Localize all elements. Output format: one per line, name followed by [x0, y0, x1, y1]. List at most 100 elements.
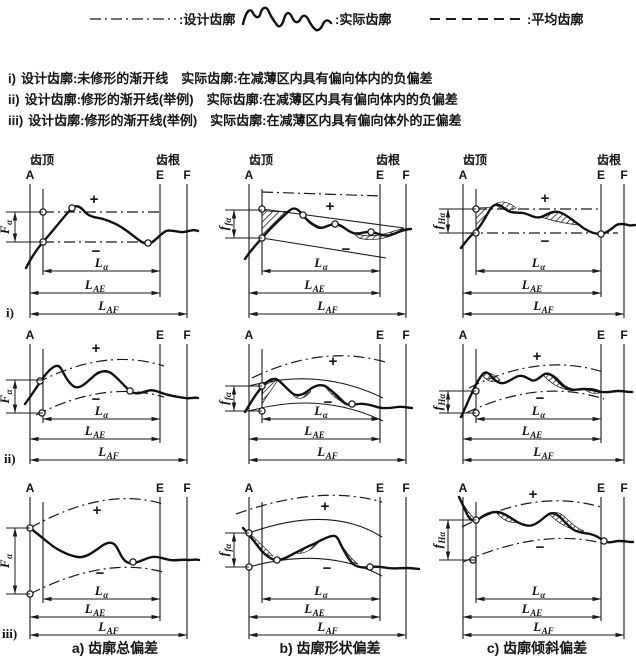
- actual-profile-curve: [243, 207, 413, 261]
- plus-sign: +: [326, 198, 335, 215]
- length-symbol-l-af: LAF: [316, 444, 337, 461]
- point-label-f: F: [620, 328, 627, 342]
- notes: i) 设计齿廓:未修形的渐开线 实际齿廓:在减薄区内具有偏向体内的负偏差 ii) 设计…: [8, 71, 462, 128]
- panels-grid: AEF齿顶齿根+−FαLαLAELAFAEF齿顶齿根+−ffαLαLAELAFA…: [0, 152, 636, 639]
- length-symbol-l-alpha: Lα: [531, 403, 546, 420]
- length-symbol-l-af: LAF: [532, 444, 553, 461]
- point-label-f: F: [402, 328, 409, 342]
- point-label-e: E: [597, 481, 605, 495]
- length-symbol-l-af: LAF: [532, 298, 553, 315]
- design-profile-curve: [468, 364, 604, 389]
- header-tooth-root: 齿根: [597, 152, 621, 167]
- point-label-e: E: [597, 328, 605, 342]
- length-symbol-l-ae: LAE: [521, 601, 542, 618]
- measure-point: [597, 230, 605, 238]
- length-symbol-l-af: LAF: [316, 619, 337, 636]
- length-symbol-l-af: LAF: [97, 619, 118, 636]
- deviation-area-hatch: [542, 373, 580, 391]
- point-label-a: A: [26, 481, 35, 495]
- deviation-area-hatch: [352, 227, 405, 240]
- panel-row-ii-col-c: A E F + − fHα Lα LAE LAF: [430, 328, 634, 464]
- length-symbol-l-af: LAF: [316, 298, 337, 315]
- point-label-a: A: [245, 481, 254, 495]
- minus-sign: −: [323, 560, 332, 577]
- caption-total-deviation: a) 齿廓总偏差: [72, 640, 158, 656]
- captions: a) 齿廓总偏差 b) 齿廓形状偏差 c) 齿廓倾斜偏差: [72, 640, 587, 656]
- minus-sign: −: [536, 539, 545, 556]
- panel-row-i-col-c: A E F 齿顶 齿根 + − fHα Lα LAE LAF: [430, 152, 636, 318]
- length-symbol-l-alpha: Lα: [94, 583, 109, 600]
- point-label-e: E: [376, 328, 384, 342]
- actual-profile-curve: [24, 205, 200, 270]
- legend-label-design: :设计齿廓: [179, 12, 235, 27]
- plus-sign: +: [92, 340, 101, 357]
- point-label-e: E: [597, 168, 605, 182]
- point-label-a: A: [26, 168, 35, 182]
- note-iii: iii) 设计齿廓:修形的渐开线(举例) 实际齿廓:在减薄区内具有偏向体外的正偏差: [8, 113, 462, 128]
- point-label-f: F: [620, 168, 627, 182]
- design-profile-curve: [36, 358, 165, 384]
- header-tooth-tip: 齿顶: [249, 152, 273, 167]
- actual-profile-curve: [459, 371, 634, 419]
- legend-separator: :: [179, 12, 183, 27]
- design-profile-curve: [462, 537, 603, 563]
- legend-label-actual: :实际齿廓: [335, 12, 391, 27]
- length-symbol-l-alpha: Lα: [94, 255, 109, 272]
- note-i: i) 设计齿廓:未修形的渐开线 实际齿廓:在减薄区内具有偏向体内的负偏差: [8, 71, 433, 86]
- plus-sign: +: [321, 498, 330, 515]
- row-index-iii: iii): [2, 626, 17, 641]
- point-label-f: F: [402, 168, 409, 182]
- legend-label-mean: :平均齿廓: [527, 12, 583, 27]
- deviation-symbol-form: ffα: [216, 217, 233, 231]
- length-symbol-l-alpha: Lα: [313, 583, 328, 600]
- minus-sign: −: [92, 243, 101, 260]
- row-index-i: i): [6, 305, 14, 320]
- measure-point: [366, 563, 374, 571]
- minus-sign: −: [96, 565, 105, 582]
- design-profile-curve: [261, 191, 383, 197]
- length-symbol-l-ae: LAE: [303, 277, 324, 294]
- point-label-a: A: [26, 328, 35, 342]
- plus-sign: +: [529, 486, 538, 503]
- actual-profile-curve: [457, 495, 635, 544]
- note-ii: ii) 设计齿廓:修形的渐开线(举例) 实际齿廓:在减薄区内具有偏向体内的负偏差: [8, 92, 458, 107]
- plus-sign: +: [541, 190, 550, 207]
- row-index-ii: ii): [4, 451, 16, 466]
- measure-point: [348, 400, 356, 408]
- header-tooth-root: 齿根: [156, 152, 180, 167]
- actual-profile-curve: [23, 364, 200, 406]
- measure-point: [68, 204, 76, 212]
- length-symbol-l-ae: LAE: [84, 601, 105, 618]
- length-symbol-l-af: LAF: [532, 619, 553, 636]
- deviation-symbol-slope: fHα: [430, 393, 447, 411]
- point-label-e: E: [156, 481, 164, 495]
- panel-row-i-col-a: A E F 齿顶 齿根 + − Fα Lα LAE LAF: [0, 152, 200, 318]
- point-label-f: F: [402, 481, 409, 495]
- deviation-symbol-form: ffα: [216, 391, 233, 405]
- header-tooth-root: 齿根: [376, 152, 400, 167]
- length-symbol-l-ae: LAE: [303, 423, 324, 440]
- header-tooth-tip: 齿顶: [30, 152, 54, 167]
- header-tooth-tip: 齿顶: [463, 152, 487, 167]
- measure-point: [367, 228, 375, 236]
- point-label-f: F: [620, 481, 627, 495]
- point-label-e: E: [376, 481, 384, 495]
- point-label-e: E: [376, 168, 384, 182]
- panel-row-ii-col-b: A E F + − ffα Lα LAE LAF: [216, 328, 414, 464]
- minus-sign: −: [541, 233, 550, 250]
- minus-sign: −: [536, 390, 545, 407]
- deviation-symbol-slope: fHα: [430, 212, 447, 230]
- design-profile-curve: [465, 390, 605, 414]
- length-symbol-l-ae: LAE: [303, 601, 324, 618]
- point-label-a: A: [245, 328, 254, 342]
- length-symbol-l-alpha: Lα: [531, 255, 546, 272]
- measure-point: [129, 558, 137, 566]
- design-profile-curve: [235, 494, 383, 515]
- deviation-symbol-total: Fα: [0, 219, 14, 235]
- caption-slope-deviation: c) 齿廓倾斜偏差: [487, 640, 587, 656]
- deviation-symbol-form: ffα: [216, 543, 233, 557]
- point-label-e: E: [156, 168, 164, 182]
